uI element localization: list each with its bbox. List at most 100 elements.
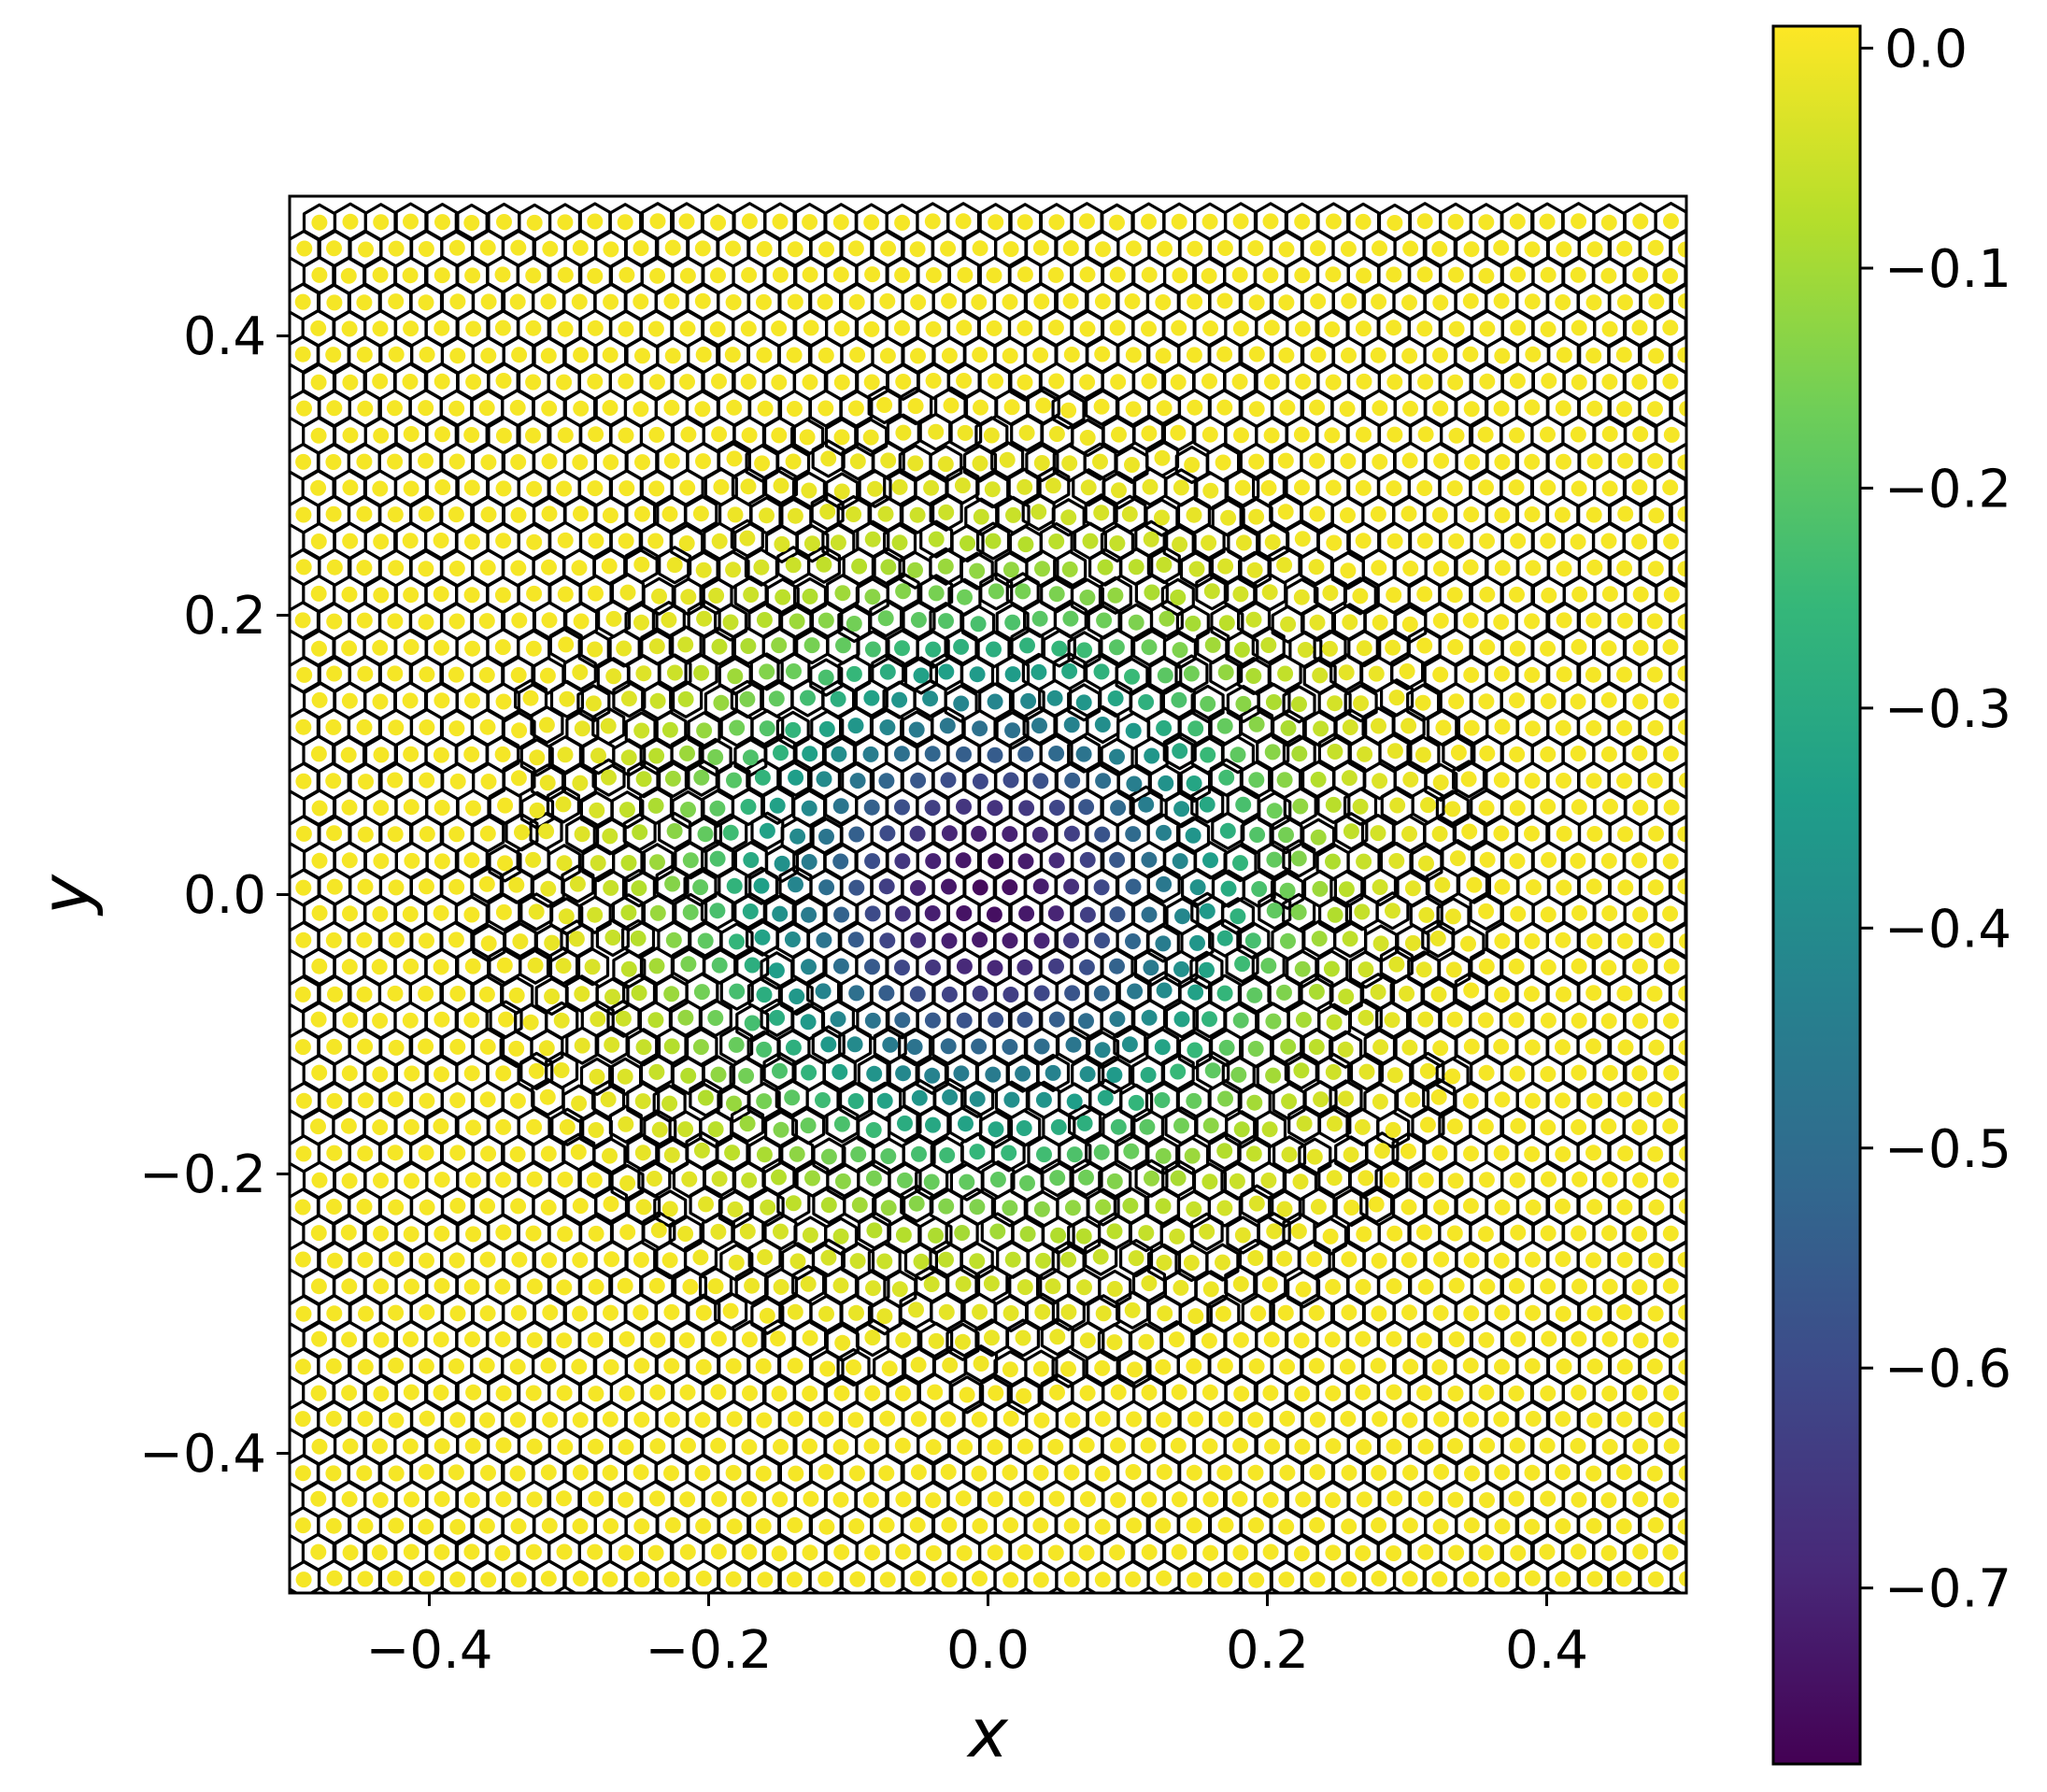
data-point [1155, 1147, 1172, 1164]
data-point [1433, 1411, 1450, 1428]
voronoi-cell [775, 710, 810, 749]
data-point [1585, 1465, 1602, 1482]
data-point [728, 1036, 745, 1053]
data-point [1202, 1281, 1219, 1298]
data-point [1231, 374, 1248, 390]
voronoi-cell [1036, 1053, 1071, 1092]
data-point [326, 1038, 343, 1055]
data-point [1031, 504, 1047, 520]
data-point [617, 1277, 633, 1294]
data-point [864, 1544, 881, 1561]
data-point [876, 1253, 893, 1270]
data-point [1218, 615, 1235, 632]
data-point [1263, 1331, 1280, 1348]
data-point [664, 875, 681, 892]
data-point [1632, 586, 1649, 603]
data-point [357, 400, 374, 417]
data-point [465, 320, 482, 337]
data-point [1416, 533, 1433, 549]
voronoi-cell [1160, 577, 1195, 617]
data-point [1291, 746, 1308, 762]
data-point [463, 1012, 480, 1029]
data-point [1417, 1438, 1434, 1455]
data-point [1247, 1464, 1264, 1481]
data-point [711, 957, 728, 974]
data-point [296, 240, 313, 257]
data-point [1510, 1544, 1527, 1561]
data-point [818, 1518, 835, 1535]
data-point [1646, 666, 1663, 683]
data-point [1340, 453, 1357, 469]
data-point [325, 347, 342, 363]
data-point [340, 747, 357, 763]
data-point [1555, 1251, 1571, 1268]
voronoi-cell [1115, 657, 1149, 696]
data-point [801, 1064, 817, 1081]
voronoi-cell [621, 918, 656, 958]
data-point [403, 1330, 419, 1347]
voronoi-cell [1067, 683, 1102, 722]
data-point [988, 1012, 1004, 1029]
data-point [1388, 853, 1405, 869]
data-point [1663, 213, 1679, 230]
data-point [755, 1358, 772, 1374]
data-point [1262, 1385, 1279, 1401]
voronoi-cell [930, 1135, 964, 1174]
data-point [419, 1304, 435, 1320]
data-point [772, 1062, 788, 1079]
data-point [847, 718, 864, 734]
data-point [633, 1252, 649, 1268]
data-point [1586, 933, 1603, 949]
data-point [1249, 827, 1266, 843]
colorbar-tick-label: −0.6 [1884, 1339, 2011, 1400]
data-point [341, 1491, 358, 1507]
data-point [556, 855, 573, 872]
data-point [971, 1465, 988, 1482]
data-point [728, 1254, 745, 1271]
data-point [434, 479, 451, 495]
data-point [1295, 374, 1312, 390]
data-point [496, 957, 513, 974]
data-point [682, 903, 699, 920]
data-point [1110, 1437, 1127, 1454]
data-point [972, 1517, 988, 1534]
data-point [1263, 320, 1280, 336]
data-point [1121, 1036, 1138, 1053]
data-point [1141, 639, 1158, 656]
data-point [1585, 1145, 1601, 1161]
data-point [633, 556, 650, 573]
data-point [1125, 826, 1142, 843]
data-point [509, 1465, 526, 1482]
data-point [509, 399, 526, 416]
data-point [1401, 348, 1418, 364]
data-point [830, 534, 846, 551]
data-point [1616, 612, 1633, 629]
data-point [681, 1171, 698, 1188]
data-point [1340, 562, 1357, 579]
data-point [909, 1516, 926, 1533]
data-point [510, 239, 527, 256]
data-point [464, 1438, 481, 1454]
data-point [1679, 932, 1686, 949]
data-point [1186, 347, 1202, 363]
data-point [1541, 1330, 1557, 1347]
data-point [1002, 826, 1018, 843]
data-point [1063, 878, 1080, 895]
data-point [1065, 1036, 1082, 1053]
data-point [1494, 1464, 1511, 1481]
data-point [1060, 509, 1077, 526]
data-point [600, 718, 617, 734]
data-point [693, 984, 710, 1001]
data-point [864, 853, 881, 870]
data-point [1061, 662, 1078, 679]
data-point [678, 1332, 695, 1348]
data-point [1571, 958, 1587, 974]
data-point [295, 1145, 312, 1162]
data-point [618, 427, 634, 444]
data-point [1079, 590, 1096, 605]
data-point [1217, 1411, 1234, 1428]
data-point [726, 1095, 742, 1112]
data-point [1358, 1170, 1374, 1187]
data-point [588, 1386, 604, 1402]
data-point [1493, 292, 1510, 309]
